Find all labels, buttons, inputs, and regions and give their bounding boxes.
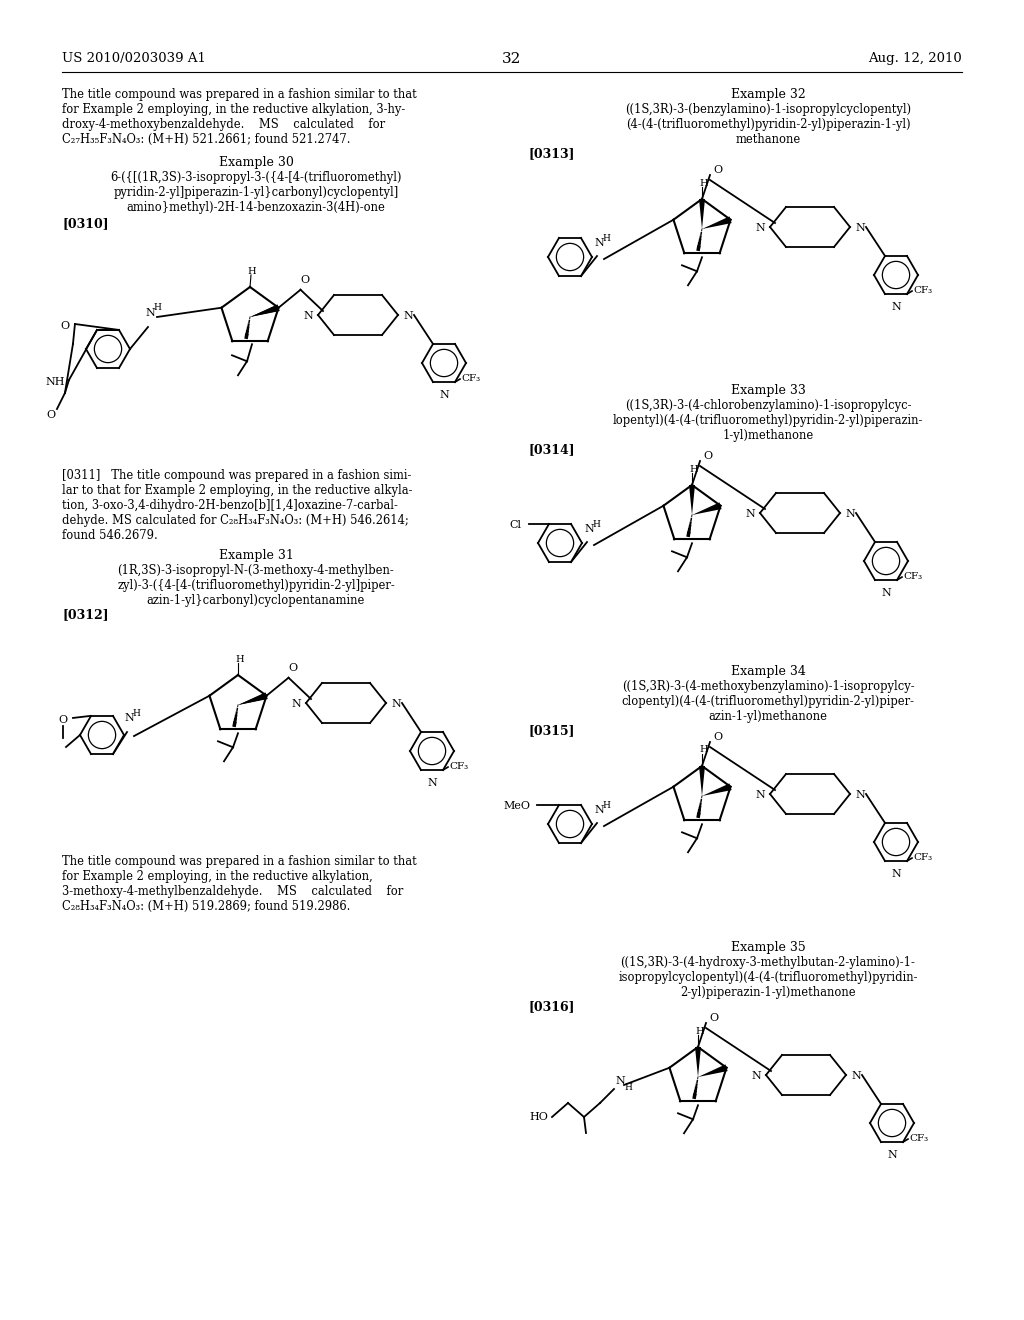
Text: N: N	[855, 223, 865, 234]
Text: N: N	[752, 1071, 761, 1081]
Text: Example 34: Example 34	[730, 665, 806, 678]
Polygon shape	[702, 216, 731, 228]
Text: [0310]: [0310]	[62, 216, 109, 230]
Text: Example 33: Example 33	[730, 384, 806, 397]
Text: N: N	[391, 700, 400, 709]
Text: Example 35: Example 35	[731, 941, 805, 954]
Polygon shape	[702, 783, 731, 796]
Polygon shape	[689, 484, 695, 515]
Text: N: N	[855, 789, 865, 800]
Text: N: N	[584, 524, 594, 535]
Text: N: N	[439, 389, 449, 400]
Text: Aug. 12, 2010: Aug. 12, 2010	[868, 51, 962, 65]
Text: 6-({[(1R,3S)-3-isopropyl-3-({4-[4-(trifluoromethyl)
pyridin-2-yl]piperazin-1-yl}: 6-({[(1R,3S)-3-isopropyl-3-({4-[4-(trifl…	[111, 172, 401, 214]
Text: CF₃: CF₃	[903, 572, 923, 581]
Text: O: O	[710, 1012, 719, 1023]
Text: N: N	[851, 1071, 861, 1081]
Text: N: N	[755, 223, 765, 234]
Polygon shape	[698, 1064, 728, 1077]
Text: O: O	[714, 733, 723, 742]
Text: N: N	[427, 777, 437, 788]
Text: [0314]: [0314]	[528, 444, 574, 455]
Text: H: H	[699, 178, 709, 187]
Polygon shape	[699, 766, 705, 796]
Text: O: O	[58, 715, 68, 725]
Text: O: O	[714, 165, 723, 176]
Text: H: H	[236, 655, 245, 664]
Text: H: H	[695, 1027, 705, 1035]
Text: N: N	[891, 869, 901, 879]
Polygon shape	[695, 1047, 701, 1077]
Text: [0313]: [0313]	[528, 147, 574, 160]
Text: N: N	[891, 302, 901, 312]
Text: H: H	[699, 746, 709, 755]
Text: O: O	[60, 321, 70, 331]
Text: ((1S,3R)-3-(4-methoxybenzylamino)-1-isopropylcy-
clopentyl)(4-(4-(trifluoromethy: ((1S,3R)-3-(4-methoxybenzylamino)-1-isop…	[622, 680, 914, 723]
Text: ((1S,3R)-3-(4-chlorobenzylamino)-1-isopropylcyc-
lopentyl)(4-(4-(trifluoromethyl: ((1S,3R)-3-(4-chlorobenzylamino)-1-isopr…	[612, 399, 924, 442]
Text: [0311]   The title compound was prepared in a fashion simi-
lar to that for Exam: [0311] The title compound was prepared i…	[62, 469, 413, 543]
Text: ((1S,3R)-3-(benzylamino)-1-isopropylcyclopentyl)
(4-(4-(trifluoromethyl)pyridin-: ((1S,3R)-3-(benzylamino)-1-isopropylcycl…	[625, 103, 911, 147]
Text: CF₃: CF₃	[909, 1134, 928, 1143]
Text: O: O	[300, 275, 309, 285]
Text: [0312]: [0312]	[62, 609, 109, 620]
Text: CF₃: CF₃	[913, 853, 932, 862]
Text: O: O	[46, 411, 55, 420]
Text: N: N	[594, 805, 604, 814]
Text: ((1S,3R)-3-(4-hydroxy-3-methylbutan-2-ylamino)-1-
isopropylcyclopentyl)(4-(4-(tr: ((1S,3R)-3-(4-hydroxy-3-methylbutan-2-yl…	[618, 956, 918, 999]
Text: Example 30: Example 30	[218, 156, 294, 169]
Text: N: N	[145, 308, 155, 318]
Text: H: H	[153, 304, 161, 313]
Text: Example 31: Example 31	[218, 549, 294, 562]
Polygon shape	[692, 503, 722, 515]
Polygon shape	[250, 305, 280, 317]
Text: The title compound was prepared in a fashion similar to that
for Example 2 emplo: The title compound was prepared in a fas…	[62, 855, 417, 913]
Text: O: O	[703, 451, 713, 461]
Text: CF₃: CF₃	[913, 285, 932, 294]
Text: N: N	[845, 510, 855, 519]
Polygon shape	[250, 305, 280, 317]
Text: H: H	[248, 267, 256, 276]
Text: H: H	[602, 234, 610, 243]
Text: N: N	[881, 587, 891, 598]
Text: N: N	[403, 312, 413, 321]
Text: H: H	[592, 520, 600, 528]
Text: HO: HO	[529, 1111, 548, 1122]
Text: H: H	[624, 1082, 632, 1092]
Text: [0315]: [0315]	[528, 723, 574, 737]
Polygon shape	[238, 693, 267, 705]
Text: N: N	[755, 789, 765, 800]
Text: N: N	[887, 1150, 897, 1160]
Polygon shape	[238, 693, 267, 705]
Text: US 2010/0203039 A1: US 2010/0203039 A1	[62, 51, 206, 65]
Text: 32: 32	[503, 51, 521, 66]
Text: Cl: Cl	[509, 520, 521, 529]
Text: H: H	[602, 800, 610, 809]
Text: CF₃: CF₃	[461, 374, 480, 383]
Text: MeO: MeO	[504, 801, 530, 810]
Text: NH: NH	[45, 378, 65, 387]
Text: N: N	[303, 312, 313, 321]
Text: (1R,3S)-3-isopropyl-N-(3-methoxy-4-methylben-
zyl)-3-({4-[4-(trifluoromethyl)pyr: (1R,3S)-3-isopropyl-N-(3-methoxy-4-methy…	[117, 564, 395, 607]
Text: N: N	[745, 510, 755, 519]
Text: N: N	[594, 238, 604, 248]
Text: Example 32: Example 32	[731, 88, 805, 102]
Text: [0316]: [0316]	[528, 1001, 574, 1012]
Text: H: H	[690, 465, 698, 474]
Text: The title compound was prepared in a fashion similar to that
for Example 2 emplo: The title compound was prepared in a fas…	[62, 88, 417, 147]
Text: H: H	[132, 709, 140, 718]
Text: CF₃: CF₃	[449, 762, 468, 771]
Polygon shape	[699, 199, 705, 228]
Text: N: N	[615, 1076, 625, 1086]
Text: O: O	[288, 663, 297, 673]
Text: N: N	[291, 700, 301, 709]
Text: N: N	[124, 713, 134, 723]
